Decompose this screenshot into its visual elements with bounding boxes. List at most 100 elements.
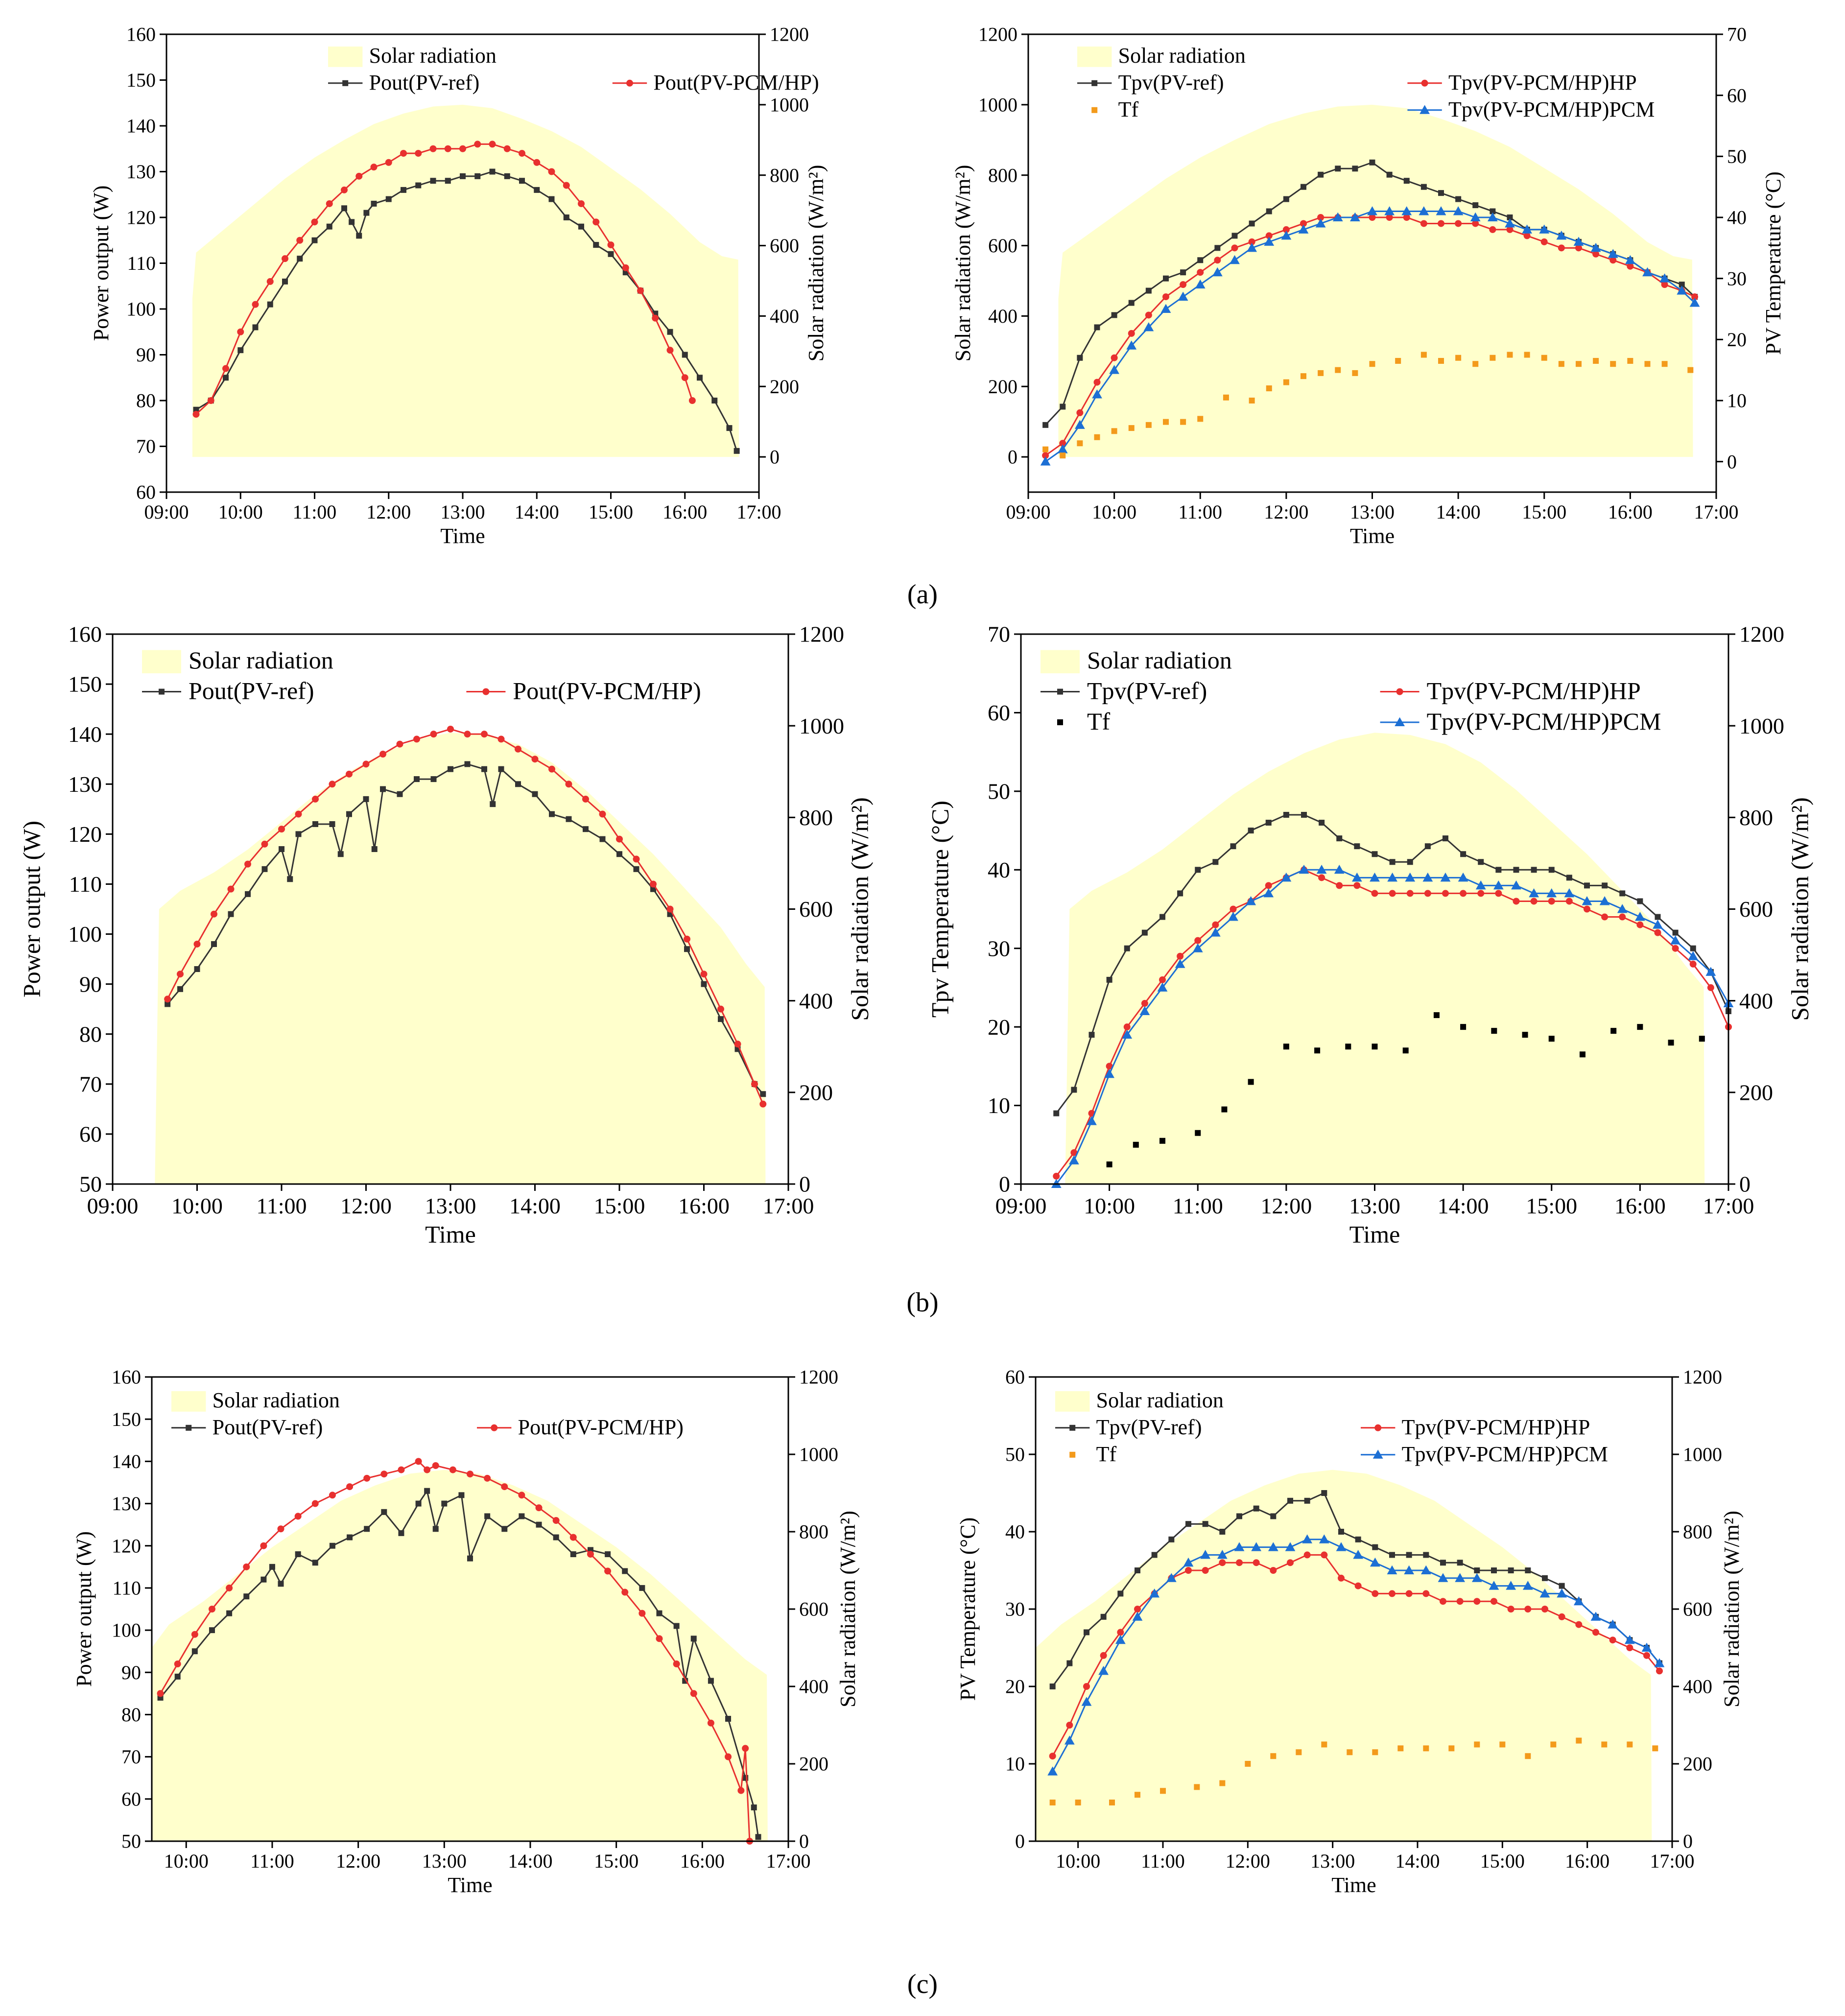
legend-marker-pcm [1395,717,1405,726]
data-point-pcm [1573,1596,1584,1606]
data-point-hp [1093,379,1101,386]
data-point-ref [1151,1552,1158,1558]
data-point-hp [1456,1598,1464,1605]
legend-marker-pcm [1372,1449,1383,1459]
data-point-ref [1472,202,1479,209]
data-point-pcm [1109,365,1120,374]
data-point-pcm [1139,1006,1150,1016]
y-tick-label: 80 [121,1704,141,1726]
data-point-ref [347,1534,353,1541]
y-tick-label: 120 [68,822,102,847]
legend-marker-hp [1421,79,1428,87]
data-point-hp [518,1492,525,1499]
x-tick-label: 11:00 [1173,1193,1223,1218]
data-point-hp [1128,330,1135,337]
legend-label: Pout(PV-PCM/HP) [653,71,819,95]
data-point-ref [1355,1536,1361,1542]
data-point-ref [1440,1560,1446,1566]
data-point-ref [1335,166,1341,172]
x-tick-label: 16:00 [662,501,707,523]
y2-tick-label: 400 [1683,1676,1712,1698]
y2-tick-label: 200 [799,1753,828,1775]
y2-tick-label: 800 [770,164,799,186]
x-tick-label: 17:00 [1703,1193,1754,1218]
data-point-ref [1542,1575,1548,1581]
data-point-ref [1084,1629,1089,1636]
data-point-hp [396,740,403,748]
y-tick-label: 1000 [978,94,1017,116]
y-axis-label: Solar radiation (W/m²) [951,165,975,362]
data-point-hp [531,756,539,763]
data-point-hp [341,186,348,193]
x-tick-label: 16:00 [678,1193,730,1218]
x-axis-label: Time [1331,1873,1376,1897]
x-tick-label: 15:00 [594,1850,639,1872]
x-tick-label: 17:00 [1650,1850,1694,1872]
data-point-hp [1317,214,1325,221]
data-point-hp [484,1474,491,1482]
y2-axis-label: Solar radiation (W/m²) [1786,797,1813,1021]
y-tick-label: 100 [68,922,102,947]
series-ref [157,1488,761,1840]
data-point-pcm [1316,864,1327,874]
legend-label: Pout(PV-ref) [189,677,314,705]
series-tf_orange [1042,352,1694,459]
data-point-hp [282,255,288,262]
data-point-ref [1679,282,1685,288]
data-point-hp [1691,293,1699,301]
data-point-pcm [1564,888,1575,898]
y-tick-label: 60 [121,1788,141,1810]
data-point-pcm [1064,1735,1075,1745]
data-point-tf_orange [1395,357,1401,364]
data-point-tf_orange [1042,446,1049,452]
data-point-pcm [1040,456,1051,466]
data-point-hp [565,781,572,788]
data-point-ref [380,786,386,792]
series-tf_black [1106,1012,1705,1167]
data-point-pcm [1315,218,1326,228]
y-tick-label: 150 [112,1408,141,1430]
data-point-ref [1619,890,1626,897]
data-point-tf_orange [1652,1745,1658,1752]
data-point-tf_orange [1160,1788,1166,1794]
data-point-hp [633,855,640,863]
data-point-pcm [1047,1766,1058,1776]
data-point-tf_orange [1490,355,1496,361]
data-point-hp [329,1492,336,1499]
data-point-ref [458,1492,465,1498]
x-tick-label: 15:00 [589,501,633,523]
y-tick-label: 0 [1015,1830,1025,1852]
data-point-hp [261,840,268,848]
data-point-hp [1472,220,1479,227]
data-point-hp [243,1563,250,1570]
y-tick-label: 90 [136,344,156,366]
data-point-pcm [1210,927,1221,937]
y-tick-label: 20 [988,1015,1010,1040]
y-tick-label: 80 [136,390,156,412]
series-hp [157,1458,753,1845]
data-point-hp [587,1550,594,1558]
data-point-ref [490,801,496,807]
data-point-pcm [1228,912,1238,921]
data-point-pcm [1401,206,1412,215]
solar-radiation-area [1058,104,1693,457]
data-point-ref [1249,220,1255,227]
y-tick-label: 100 [126,298,156,320]
y-tick-label: 140 [68,722,102,747]
data-point-pcm [1404,1565,1415,1574]
data-point-pcm [1634,912,1645,921]
data-point-tf_orange [1060,452,1066,459]
data-point-pcm [1264,237,1275,246]
y-tick-label: 70 [988,622,1010,647]
data-point-ref [1531,867,1537,873]
data-point-ref [1369,159,1375,166]
data-point-hp [1584,905,1590,913]
data-point-hp [1405,1590,1413,1597]
data-point-ref [593,242,599,248]
data-point-ref [1088,1032,1095,1038]
legend-label: Tpv(PV-PCM/HP)PCM [1448,97,1655,121]
data-point-hp [1627,262,1634,270]
data-point-pcm [1511,880,1521,890]
data-point-hp [1231,244,1238,252]
data-point-hp [1507,1606,1514,1613]
